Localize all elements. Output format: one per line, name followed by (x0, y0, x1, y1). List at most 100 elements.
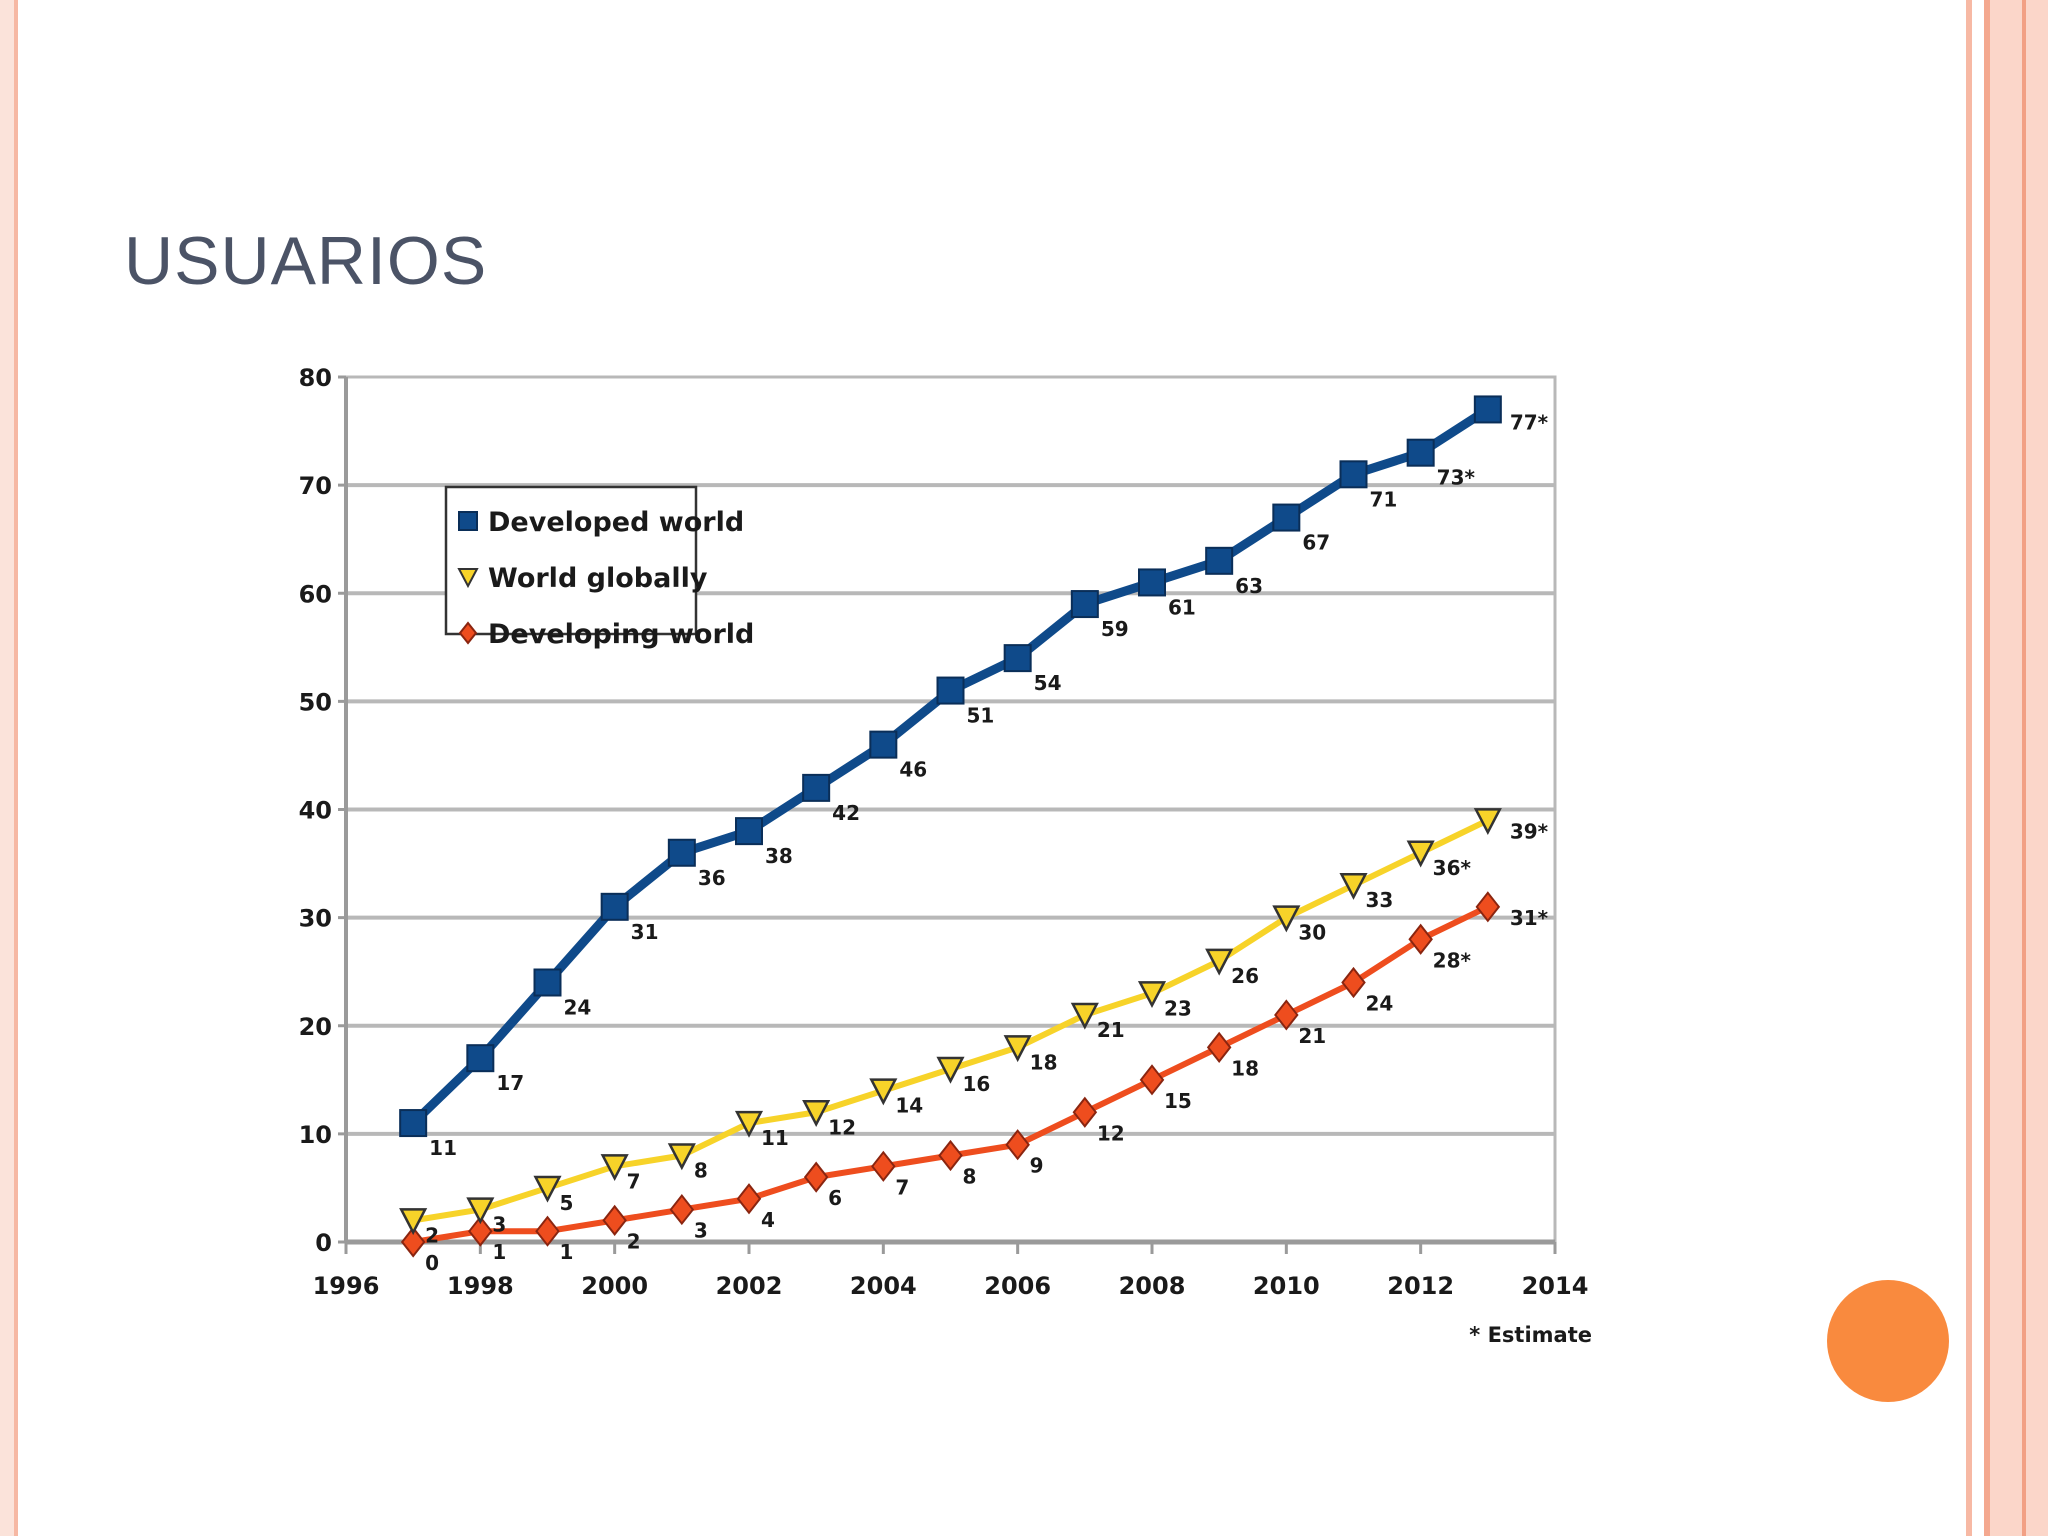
data-point-world-globally (1339, 872, 1368, 900)
data-point-developing-world (1005, 1129, 1030, 1161)
data-label: 21 (1097, 1018, 1125, 1042)
data-point-developed-world (1339, 460, 1368, 489)
data-point-developing-world (400, 1226, 426, 1258)
data-label: 4 (761, 1208, 775, 1232)
y-tick-label: 20 (299, 1013, 332, 1041)
data-point-world-globally (1137, 981, 1167, 1009)
data-label: 5 (560, 1191, 574, 1215)
data-point-world-globally (1205, 948, 1234, 976)
data-label: 61 (1168, 595, 1196, 619)
data-point-developing-world (535, 1215, 560, 1247)
data-point-developed-world (735, 817, 763, 846)
data-point-developing-world (803, 1161, 829, 1193)
data-point-world-globally (1406, 840, 1435, 868)
data-label: 0 (425, 1251, 439, 1275)
data-label: 15 (1164, 1089, 1192, 1113)
x-tick-label: 2000 (581, 1272, 648, 1300)
y-tick-label: 10 (299, 1121, 332, 1149)
data-label: 2 (627, 1229, 641, 1253)
data-point-world-globally (1272, 905, 1301, 933)
y-tick-label: 50 (299, 688, 332, 716)
estimate-note: * Estimate (1469, 1323, 1592, 1347)
x-tick-label: 2002 (716, 1272, 783, 1300)
data-label: 9 (1030, 1154, 1044, 1178)
data-label: 14 (895, 1094, 923, 1118)
x-tick-label: 1996 (313, 1272, 380, 1300)
data-point-world-globally (869, 1078, 898, 1106)
y-tick-label: 80 (299, 364, 332, 392)
data-label: 46 (899, 758, 927, 782)
data-point-developed-world (1003, 644, 1032, 673)
data-label: 28* (1433, 948, 1472, 972)
data-point-world-globally (1473, 808, 1502, 836)
data-label: 26 (1231, 964, 1259, 988)
data-point-developing-world (1475, 891, 1501, 923)
data-point-developed-world (1070, 590, 1099, 619)
y-tick-label: 70 (299, 472, 332, 500)
x-tick-label: 2008 (1119, 1272, 1186, 1300)
data-label: 7 (895, 1175, 909, 1199)
data-point-developed-world (1473, 395, 1502, 424)
x-tick-label: 2004 (850, 1272, 917, 1300)
legend-marker-world-globally (457, 568, 479, 589)
data-point-world-globally (667, 1143, 696, 1171)
data-label: 1 (560, 1240, 574, 1264)
data-label: 7 (627, 1169, 641, 1193)
legend-marker-developing-world (458, 621, 478, 645)
data-label: 24 (564, 996, 592, 1020)
data-label: 39* (1510, 819, 1549, 843)
data-point-developing-world (669, 1193, 695, 1226)
data-label: 3 (492, 1213, 506, 1237)
data-label: 8 (694, 1159, 708, 1183)
legend-marker-developed-world (458, 511, 478, 531)
data-label: 12 (1097, 1121, 1125, 1145)
data-label: 54 (1034, 671, 1062, 695)
data-point-developing-world (938, 1139, 963, 1172)
x-tick-label: 2010 (1253, 1272, 1320, 1300)
slide-right-border (1958, 0, 2048, 1536)
data-point-world-globally (936, 1056, 965, 1084)
data-point-world-globally (399, 1208, 428, 1236)
data-point-developing-world (1341, 966, 1366, 999)
data-point-world-globally (533, 1175, 562, 1203)
legend-label: World globally (488, 563, 708, 594)
data-label: 31 (631, 920, 659, 944)
data-point-developed-world (466, 1044, 495, 1073)
data-label: 1 (492, 1240, 506, 1264)
data-point-developed-world (869, 730, 898, 759)
data-label: 18 (1231, 1056, 1259, 1080)
data-label: 2 (425, 1223, 439, 1247)
data-point-world-globally (802, 1100, 831, 1127)
data-point-world-globally (1070, 1002, 1099, 1030)
data-label: 23 (1164, 996, 1192, 1020)
data-label: 67 (1302, 531, 1330, 555)
data-point-developing-world (871, 1150, 896, 1182)
x-tick-label: 2006 (984, 1272, 1051, 1300)
x-tick-label: 1998 (447, 1272, 514, 1300)
y-tick-label: 30 (299, 905, 332, 933)
legend-label: Developing world (488, 619, 754, 650)
data-label: 11 (761, 1126, 789, 1150)
data-label: 21 (1298, 1024, 1326, 1048)
y-tick-label: 0 (315, 1229, 332, 1257)
data-label: 38 (765, 844, 793, 868)
data-point-developed-world (1406, 438, 1435, 467)
data-label: 16 (963, 1072, 991, 1096)
data-point-developing-world (1072, 1096, 1098, 1128)
data-label: 59 (1101, 617, 1129, 641)
data-label: 36 (698, 866, 726, 890)
slide-left-border (0, 0, 26, 1536)
data-label: 77* (1510, 410, 1549, 434)
data-label: 6 (828, 1186, 842, 1210)
data-point-developed-world (802, 773, 831, 802)
x-tick-label: 2014 (1522, 1272, 1589, 1300)
data-point-world-globally (600, 1154, 629, 1182)
data-label: 18 (1030, 1050, 1058, 1074)
data-point-developing-world (1274, 999, 1299, 1031)
data-label: 51 (967, 704, 995, 728)
data-label: 24 (1366, 992, 1394, 1016)
data-label: 3 (694, 1219, 708, 1243)
data-point-developed-world (1205, 546, 1234, 575)
data-point-developed-world (533, 968, 562, 997)
